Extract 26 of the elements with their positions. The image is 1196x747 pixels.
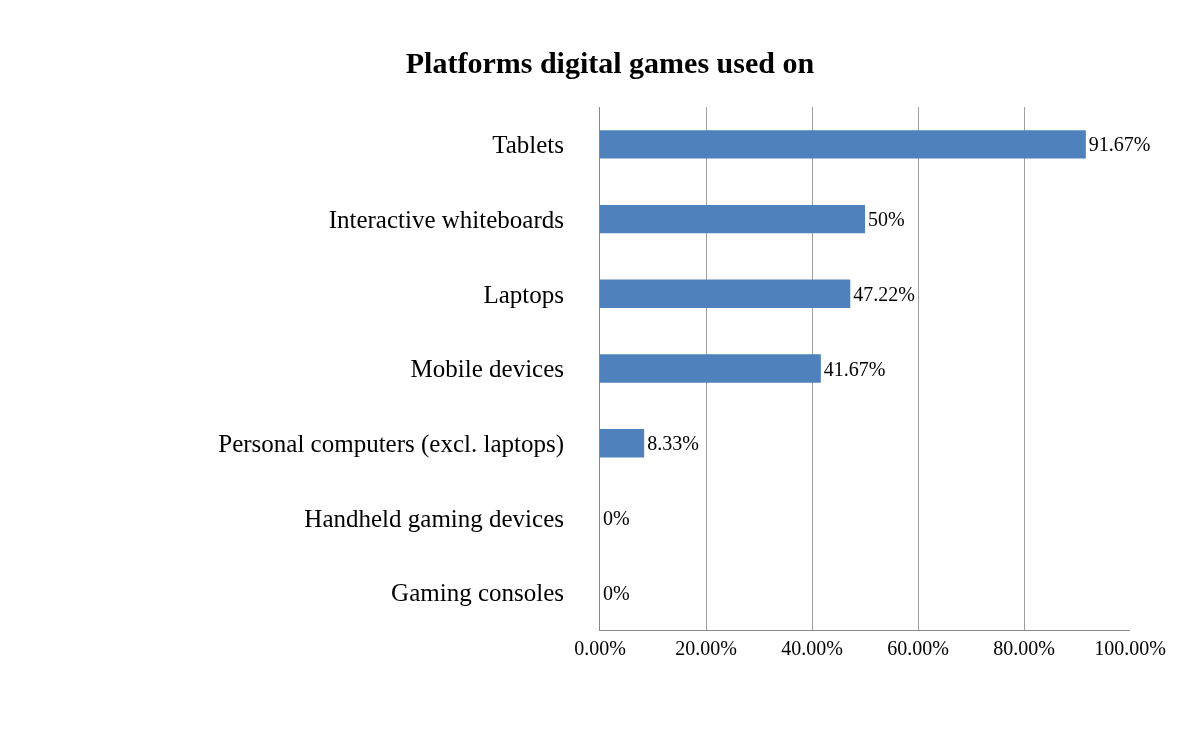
y-tick-label: Personal computers (excl. laptops) (218, 429, 564, 458)
y-tick-label: Mobile devices (410, 355, 564, 383)
data-label: 0% (603, 581, 630, 604)
data-label: 91.67% (1088, 133, 1151, 156)
bar (600, 130, 1086, 159)
y-tick-label: Tablets (492, 131, 564, 159)
bar (600, 354, 821, 383)
bar (600, 279, 851, 308)
data-label: 0% (603, 506, 630, 529)
x-tick-label: 20.00% (675, 637, 737, 659)
y-tick-label: Laptops (483, 280, 564, 308)
bar (600, 429, 645, 458)
x-tick-label: 0.00% (574, 637, 626, 659)
x-tick-label: 60.00% (887, 637, 949, 659)
x-tick-label: 100.00% (1094, 637, 1166, 659)
y-tick-label: Handheld gaming devices (304, 504, 564, 532)
y-tick-label: Interactive whiteboards (328, 205, 564, 233)
x-tick-label: 80.00% (993, 637, 1055, 659)
y-tick-label: Gaming consoles (391, 579, 564, 607)
bar (600, 204, 865, 234)
data-label: 47.22% (853, 282, 915, 305)
data-label: 8.33% (647, 432, 699, 455)
data-label: 41.67% (823, 357, 886, 380)
x-tick-label: 40.00% (781, 637, 843, 659)
chart-title: Platforms digital games used on (405, 46, 815, 80)
data-label: 50% (868, 208, 905, 231)
